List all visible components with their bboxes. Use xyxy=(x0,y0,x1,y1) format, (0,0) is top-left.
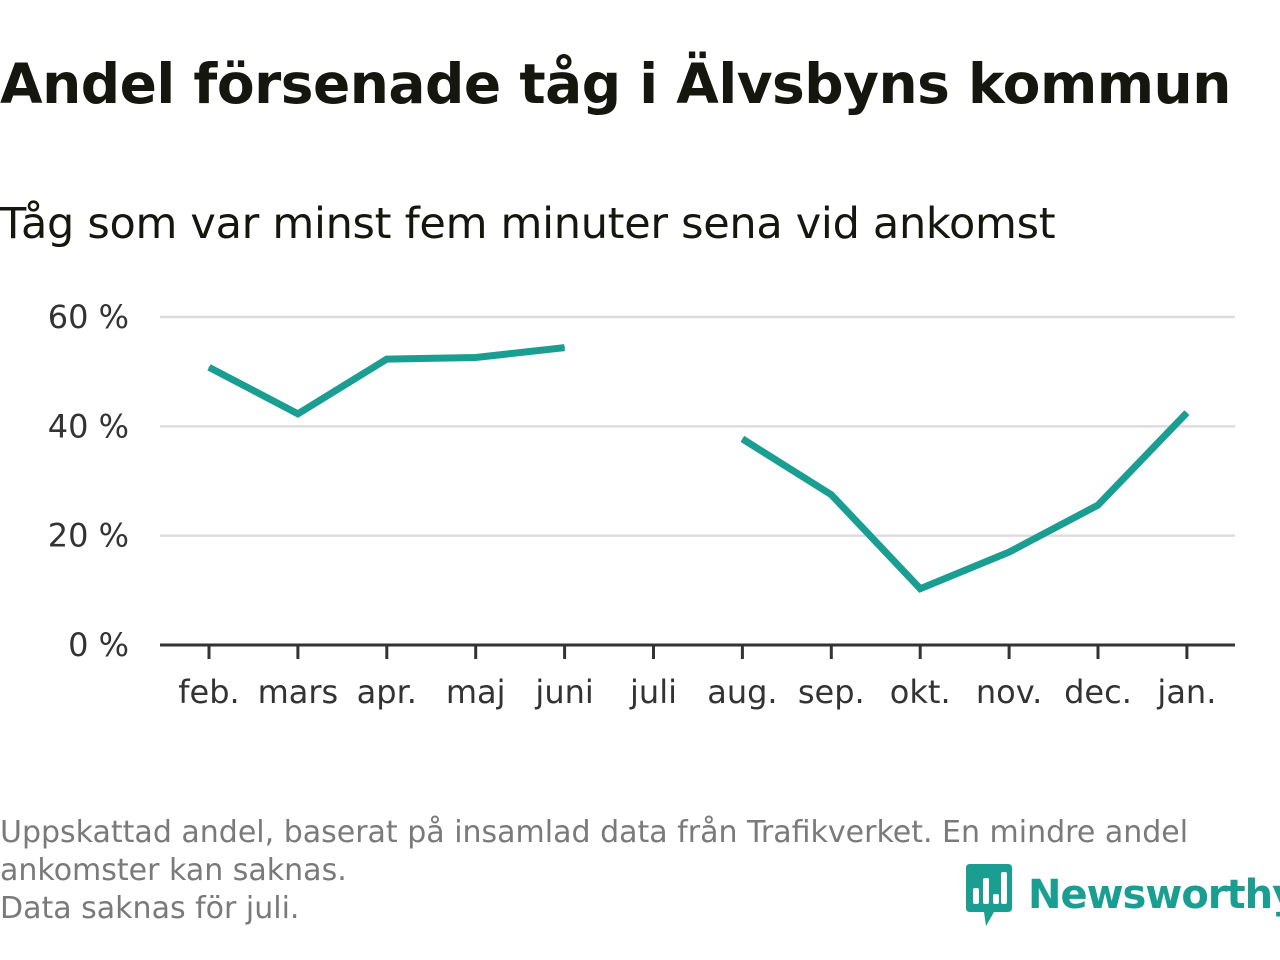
brand-name: Newsworthy xyxy=(1028,872,1280,918)
chart-title: Andel försenade tåg i Älvsbyns kommun xyxy=(0,52,1231,116)
chart-subtitle: Tåg som var minst fem minuter sena vid a… xyxy=(0,199,1056,249)
series-line xyxy=(740,410,1190,593)
newsworthy-logo-icon xyxy=(966,864,1012,926)
x-tick-label: juli xyxy=(629,673,677,711)
x-tick-label: aug. xyxy=(707,673,777,711)
data-point xyxy=(1186,412,1188,414)
x-tick-label: jan. xyxy=(1156,673,1216,711)
data-point xyxy=(386,358,388,360)
data-point xyxy=(208,366,210,368)
x-tick-label: okt. xyxy=(890,673,951,711)
x-tick-label: nov. xyxy=(976,673,1042,711)
y-tick-label: 20 % xyxy=(48,517,129,555)
x-axis: feb. mars apr. maj juni juli aug. sep. okt. nov. d… xyxy=(160,643,1235,711)
footnote: Uppskattad andel, baserat på insamlad da… xyxy=(0,814,1270,928)
series-line xyxy=(207,344,565,418)
footnote-line-2: ankomster kan saknas. xyxy=(0,853,347,888)
series-lines xyxy=(207,344,1190,593)
y-tick-label: 60 % xyxy=(48,298,129,336)
gridlines xyxy=(160,315,1235,537)
x-tick-label: apr. xyxy=(357,673,417,711)
x-tick-label: juni xyxy=(534,673,593,711)
data-point xyxy=(1097,504,1099,506)
data-point xyxy=(919,588,921,590)
data-point xyxy=(564,347,566,349)
data-point xyxy=(297,413,299,415)
x-tick-label: dec. xyxy=(1064,673,1132,711)
data-point xyxy=(1008,551,1010,553)
footnote-line-3: Data saknas för juli. xyxy=(0,891,300,926)
y-axis-labels: 0 % 20 % 40 % 60 % xyxy=(48,298,129,664)
footnote-line-1: Uppskattad andel, baserat på insamlad da… xyxy=(0,815,1189,850)
data-point xyxy=(830,494,832,496)
data-point xyxy=(475,356,477,358)
brand-logo: Newsworthy xyxy=(964,862,1280,928)
y-tick-label: 40 % xyxy=(48,407,129,445)
x-tick-label: mars xyxy=(258,673,339,711)
x-tick-label: sep. xyxy=(798,673,865,711)
x-tick-label: maj xyxy=(446,673,506,711)
x-tick-label: feb. xyxy=(178,673,239,711)
data-point xyxy=(741,438,743,440)
y-tick-label: 0 % xyxy=(68,626,129,664)
line-chart: 0 % 20 % 40 % 60 % feb. mars apr. maj juni juli a… xyxy=(48,298,1235,711)
